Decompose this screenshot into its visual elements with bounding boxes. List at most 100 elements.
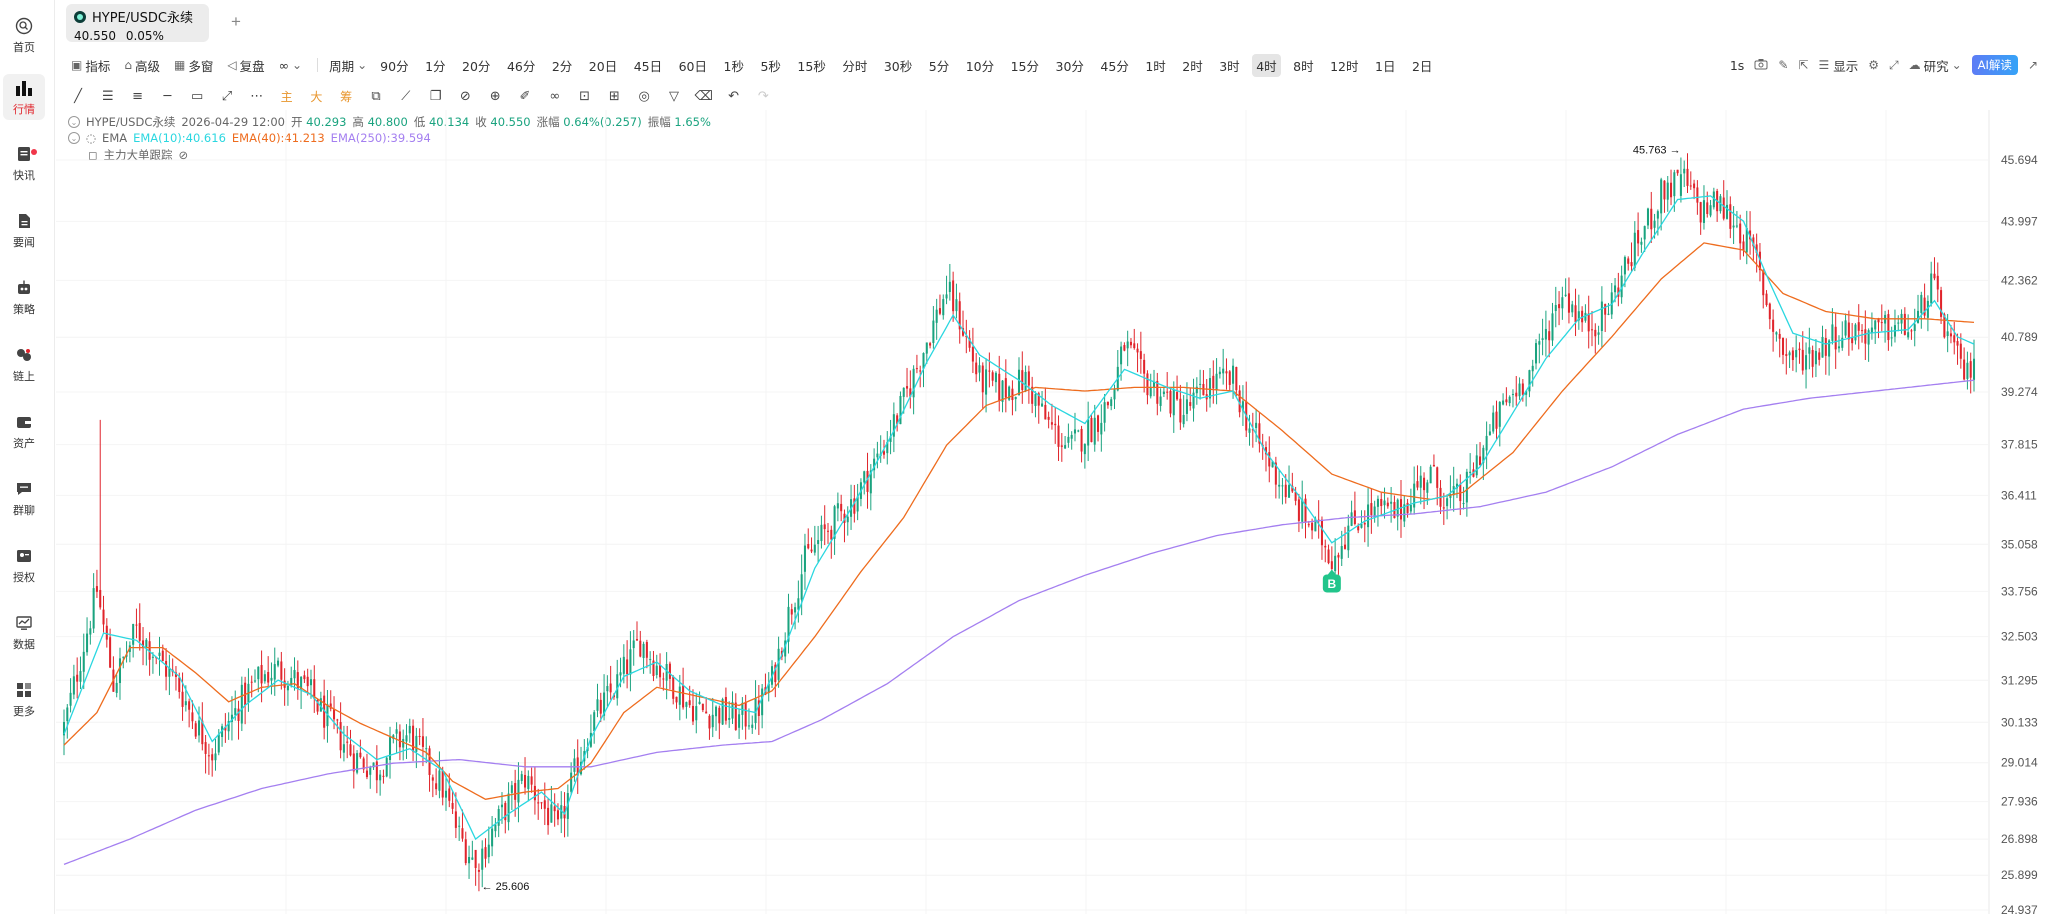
sidebar-item-home[interactable]: 首页 bbox=[3, 12, 45, 58]
display-button[interactable]: ☰ 显示 bbox=[1818, 56, 1858, 75]
measure-icon[interactable]: ⊘ bbox=[459, 88, 471, 104]
collapse-chevron-icon[interactable]: ⌄ bbox=[68, 132, 80, 144]
alert-icon[interactable]: ◎ bbox=[638, 88, 650, 104]
trend-line-tool-icon[interactable]: ╱ bbox=[74, 88, 82, 104]
candle-body bbox=[1847, 322, 1850, 340]
sidebar-item-news[interactable]: 要闻 bbox=[3, 207, 45, 253]
period-option[interactable]: 5分 bbox=[928, 58, 950, 74]
candle-body bbox=[1841, 337, 1844, 348]
parallel-channel-tool-icon[interactable]: ≡ bbox=[132, 88, 144, 104]
lock-icon[interactable]: ⊡ bbox=[579, 88, 590, 104]
period-option[interactable]: 20分 bbox=[462, 58, 491, 74]
period-option[interactable]: 46分 bbox=[506, 58, 536, 74]
compare-icon[interactable]: ⧉ bbox=[371, 88, 381, 104]
period-option[interactable]: 1秒 bbox=[723, 58, 744, 74]
add-tab-button[interactable]: + bbox=[231, 12, 241, 31]
period-option[interactable]: 15分 bbox=[1010, 58, 1040, 74]
candle-body bbox=[1745, 227, 1748, 253]
period-option[interactable]: 45日 bbox=[633, 58, 663, 74]
main-chart-toggle[interactable]: 主 bbox=[280, 89, 293, 104]
multi-window-button[interactable]: ▦ 多窗 bbox=[169, 54, 218, 77]
ruler-tool-icon[interactable]: ⟋ bbox=[401, 88, 411, 104]
copy-icon[interactable]: ❐ bbox=[429, 88, 442, 104]
period-option[interactable]: 1日 bbox=[1375, 58, 1396, 74]
camera-icon[interactable] bbox=[1754, 58, 1768, 73]
period-option[interactable]: 90分 bbox=[380, 58, 409, 74]
collapse-chevron-icon[interactable]: ⌄ bbox=[68, 116, 80, 128]
period-option[interactable]: 4时 bbox=[1252, 53, 1281, 77]
zoom-in-icon[interactable]: ⊕ bbox=[489, 88, 501, 104]
trash-icon[interactable]: ⌫ bbox=[694, 88, 713, 104]
period-option[interactable]: 2分 bbox=[551, 58, 573, 74]
brush-icon[interactable]: ✐ bbox=[519, 88, 531, 104]
low-value: 40.134 bbox=[428, 115, 470, 129]
indicators-button[interactable]: ▣ 指标 bbox=[66, 54, 115, 77]
pencil-icon[interactable]: ✎ bbox=[1778, 58, 1789, 72]
sidebar-item-assets[interactable]: 资产 bbox=[3, 408, 45, 454]
period-option[interactable]: 1分 bbox=[425, 58, 446, 74]
sidebar-item-data[interactable]: 数据 bbox=[3, 609, 45, 655]
period-option[interactable]: 1时 bbox=[1145, 58, 1166, 74]
eye-icon[interactable]: ◌ bbox=[86, 131, 97, 145]
period-option[interactable]: 30分 bbox=[1055, 58, 1084, 74]
link-icon[interactable]: ∞ bbox=[549, 88, 561, 104]
sidebar-item-flash[interactable]: 快讯 bbox=[3, 140, 45, 186]
screenshot-icon[interactable]: ⊞ bbox=[608, 88, 620, 104]
more-tools-icon[interactable]: ⋯ bbox=[250, 88, 264, 104]
period-option[interactable]: 分时 bbox=[842, 58, 868, 74]
candle-body bbox=[1340, 545, 1343, 559]
sidebar-item-authorize[interactable]: 授权 bbox=[3, 542, 45, 588]
advanced-button[interactable]: ⌂ 高级 bbox=[119, 54, 165, 77]
hide-eye-icon[interactable]: ⊘ bbox=[178, 148, 189, 162]
settings-gear-icon[interactable]: ⚙ bbox=[1868, 58, 1879, 72]
fullscreen-icon[interactable]: ⤢ bbox=[1888, 57, 1899, 72]
period-option[interactable]: 2日 bbox=[1411, 58, 1433, 74]
rectangle-tool-icon[interactable]: ▭ bbox=[191, 88, 204, 104]
research-dropdown[interactable]: ☁ 研究 ⌄ bbox=[1909, 56, 1962, 75]
period-option[interactable]: 45分 bbox=[1100, 58, 1129, 74]
horizontal-ray-tool-icon[interactable]: ─ bbox=[163, 88, 172, 104]
period-option[interactable]: 10分 bbox=[965, 58, 995, 74]
sidebar-item-more[interactable]: 更多 bbox=[3, 676, 45, 722]
sidebar-item-market[interactable]: 行情 bbox=[3, 74, 45, 120]
replay-button[interactable]: ◁ 复盘 bbox=[222, 54, 269, 77]
chart-mode-dropdown[interactable]: ∞ ⌄ bbox=[274, 56, 307, 75]
interval-indicator[interactable]: 1s bbox=[1729, 57, 1745, 73]
candle-body bbox=[303, 675, 306, 680]
period-option[interactable]: 12时 bbox=[1330, 58, 1359, 74]
arrow-line-tool-icon[interactable]: ⤢ bbox=[221, 88, 233, 104]
candle-body bbox=[1215, 373, 1218, 390]
period-option[interactable]: 30秒 bbox=[883, 58, 913, 74]
symbol-tab[interactable]: HYPE/USDC永续 40.550 0.05% bbox=[66, 4, 209, 43]
chips-toggle[interactable]: 筹 bbox=[340, 89, 353, 104]
undo-icon[interactable]: ↶ bbox=[728, 88, 739, 104]
ai-analysis-button[interactable]: AI解读 bbox=[1971, 55, 2018, 75]
big-order-toggle[interactable]: 大 bbox=[310, 89, 323, 104]
period-option[interactable]: 60日 bbox=[678, 58, 708, 74]
candle-body bbox=[1949, 333, 1952, 337]
period-option[interactable]: 8时 bbox=[1293, 58, 1314, 74]
candle-body bbox=[204, 742, 207, 754]
horizontal-lines-tool-icon[interactable]: ☰ bbox=[101, 88, 114, 104]
candle-body bbox=[1854, 324, 1857, 341]
period-option[interactable]: 5秒 bbox=[760, 58, 781, 74]
buy-signal-marker[interactable]: B bbox=[1322, 569, 1341, 593]
redo-icon[interactable]: ↷ bbox=[757, 88, 769, 104]
candlestick-chart[interactable]: 45.694 43.997 42.362 40.789 39.274 37.815 36.4… bbox=[56, 110, 2048, 914]
period-option[interactable]: 20日 bbox=[588, 58, 618, 74]
period-option[interactable]: 15秒 bbox=[797, 58, 826, 74]
share-trend-icon[interactable]: ↗ bbox=[2027, 58, 2038, 72]
export-icon[interactable]: ⇱ bbox=[1798, 58, 1809, 72]
sidebar-item-strategy[interactable]: 策略 bbox=[3, 274, 45, 320]
filter-icon[interactable]: ▽ bbox=[668, 88, 679, 104]
candle-body bbox=[1037, 393, 1040, 406]
period-dropdown[interactable]: 周期 ⌄ bbox=[324, 54, 372, 77]
high-label: 高 bbox=[352, 115, 364, 129]
period-option[interactable]: 3时 bbox=[1219, 58, 1240, 74]
sidebar-item-onchain[interactable]: 链上 bbox=[3, 341, 45, 387]
chart-canvas[interactable]: 45.694 43.997 42.362 40.789 39.274 37.815 36.4… bbox=[56, 110, 2048, 914]
candle-body bbox=[1189, 402, 1192, 406]
period-option[interactable]: 2时 bbox=[1182, 58, 1203, 74]
sidebar-item-chat[interactable]: 群聊 bbox=[3, 475, 45, 521]
candle-body bbox=[405, 735, 408, 742]
